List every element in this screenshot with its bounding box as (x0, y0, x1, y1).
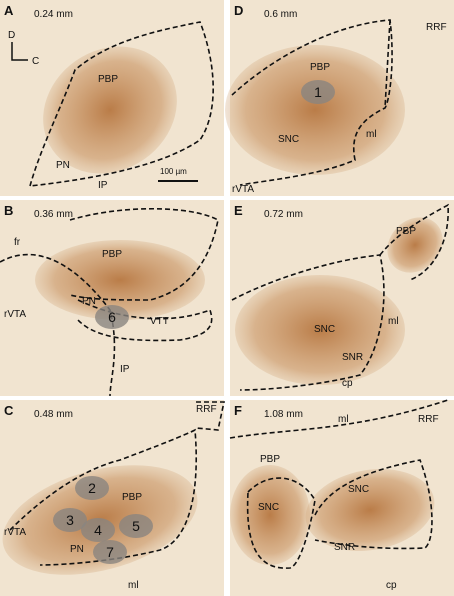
orientation-c: C (32, 56, 39, 67)
depth-label: 0.24 mm (34, 9, 73, 20)
region-label: cp (342, 378, 353, 389)
region-label: PN (70, 544, 84, 555)
stained-region (235, 275, 405, 385)
region-label: SNC (348, 484, 369, 495)
stained-region (35, 240, 205, 320)
orientation-axes (11, 42, 28, 61)
panel-letter: F (234, 403, 242, 418)
stained-region (43, 46, 177, 174)
region-label: cp (386, 580, 397, 591)
region-label: PN (82, 296, 96, 307)
region-outline (231, 254, 385, 391)
injection-site (95, 305, 129, 329)
region-label: PBP (260, 454, 280, 465)
scale-bar-label: 100 µm (160, 167, 187, 176)
site-number: 1 (314, 84, 322, 100)
region-label: PN (56, 160, 70, 171)
injection-site (119, 514, 153, 538)
region-label: ml (388, 316, 399, 327)
injection-site (75, 476, 109, 500)
region-label: VTT (150, 316, 169, 327)
region-label: SNR (342, 352, 363, 363)
panel-letter: C (4, 403, 14, 418)
region-outline (195, 401, 225, 431)
injection-site (301, 80, 335, 104)
panel-letter: E (234, 203, 243, 218)
region-outline (229, 399, 449, 439)
panel: E 0.72 mm PBP ml SNC SNR cp (230, 200, 454, 396)
region-label: PBP (102, 249, 122, 260)
region-outline (231, 19, 393, 186)
site-number: 4 (94, 522, 102, 538)
stained-region (230, 465, 310, 565)
region-label: fr (14, 237, 21, 248)
region-label: IP (120, 364, 130, 375)
region-label: PBP (122, 492, 142, 503)
depth-label: 0.48 mm (34, 409, 73, 420)
panel: D 0.6 mm RRF PBP ml SNC rVTA 1 (225, 0, 454, 196)
panel: A 0.24 mm PBP PN IP D C 100 µm (0, 0, 224, 196)
injection-site (93, 540, 127, 564)
region-label: rVTA (232, 184, 254, 195)
region-outline (384, 19, 391, 109)
region-label: PBP (310, 62, 330, 73)
region-label: RRF (426, 22, 447, 33)
depth-label: 0.6 mm (264, 9, 297, 20)
region-outline (69, 208, 219, 301)
panel-letter: B (4, 203, 13, 218)
region-label: IP (98, 180, 108, 191)
region-label: RRF (418, 414, 439, 425)
panel: F 1.08 mm ml RRF PBP SNC SNC SNR cp (229, 399, 454, 596)
region-label: SNR (334, 542, 355, 553)
region-label: rVTA (4, 309, 26, 320)
depth-label: 0.72 mm (264, 209, 303, 220)
region-label: SNC (258, 502, 279, 513)
stained-region (387, 217, 443, 273)
region-label: rVTA (4, 527, 26, 538)
region-outline (314, 459, 433, 550)
injection-site (81, 518, 115, 542)
injection-site (53, 508, 87, 532)
site-number: 2 (88, 480, 96, 496)
region-label: SNC (314, 324, 335, 335)
orientation-d: D (8, 30, 15, 41)
region-label: ml (366, 129, 377, 140)
depth-label: 1.08 mm (264, 409, 303, 420)
panel-letter: D (234, 3, 243, 18)
panel-letter: A (4, 3, 14, 18)
site-number: 7 (106, 544, 114, 560)
region-outline (246, 477, 316, 569)
region-outline (379, 203, 449, 281)
region-label: SNC (278, 134, 299, 145)
stained-region (225, 45, 405, 175)
region-outline (9, 428, 198, 566)
region-label: PBP (396, 226, 416, 237)
site-number: 6 (108, 309, 116, 325)
region-label: RRF (196, 404, 217, 415)
site-number: 3 (66, 512, 74, 528)
region-label: PBP (98, 74, 118, 85)
region-outline (29, 21, 214, 187)
region-outline (0, 253, 116, 397)
panel: B 0.36 mm fr PBP rVTA PN VTT IP 6 (0, 200, 224, 397)
region-outline (77, 299, 213, 342)
panel: C 0.48 mm RRF PBP rVTA PN ml 23 4 5 7 (0, 400, 225, 596)
depth-label: 0.36 mm (34, 209, 73, 220)
region-label: ml (128, 580, 139, 591)
region-label: ml (338, 414, 349, 425)
site-number: 5 (132, 518, 140, 534)
